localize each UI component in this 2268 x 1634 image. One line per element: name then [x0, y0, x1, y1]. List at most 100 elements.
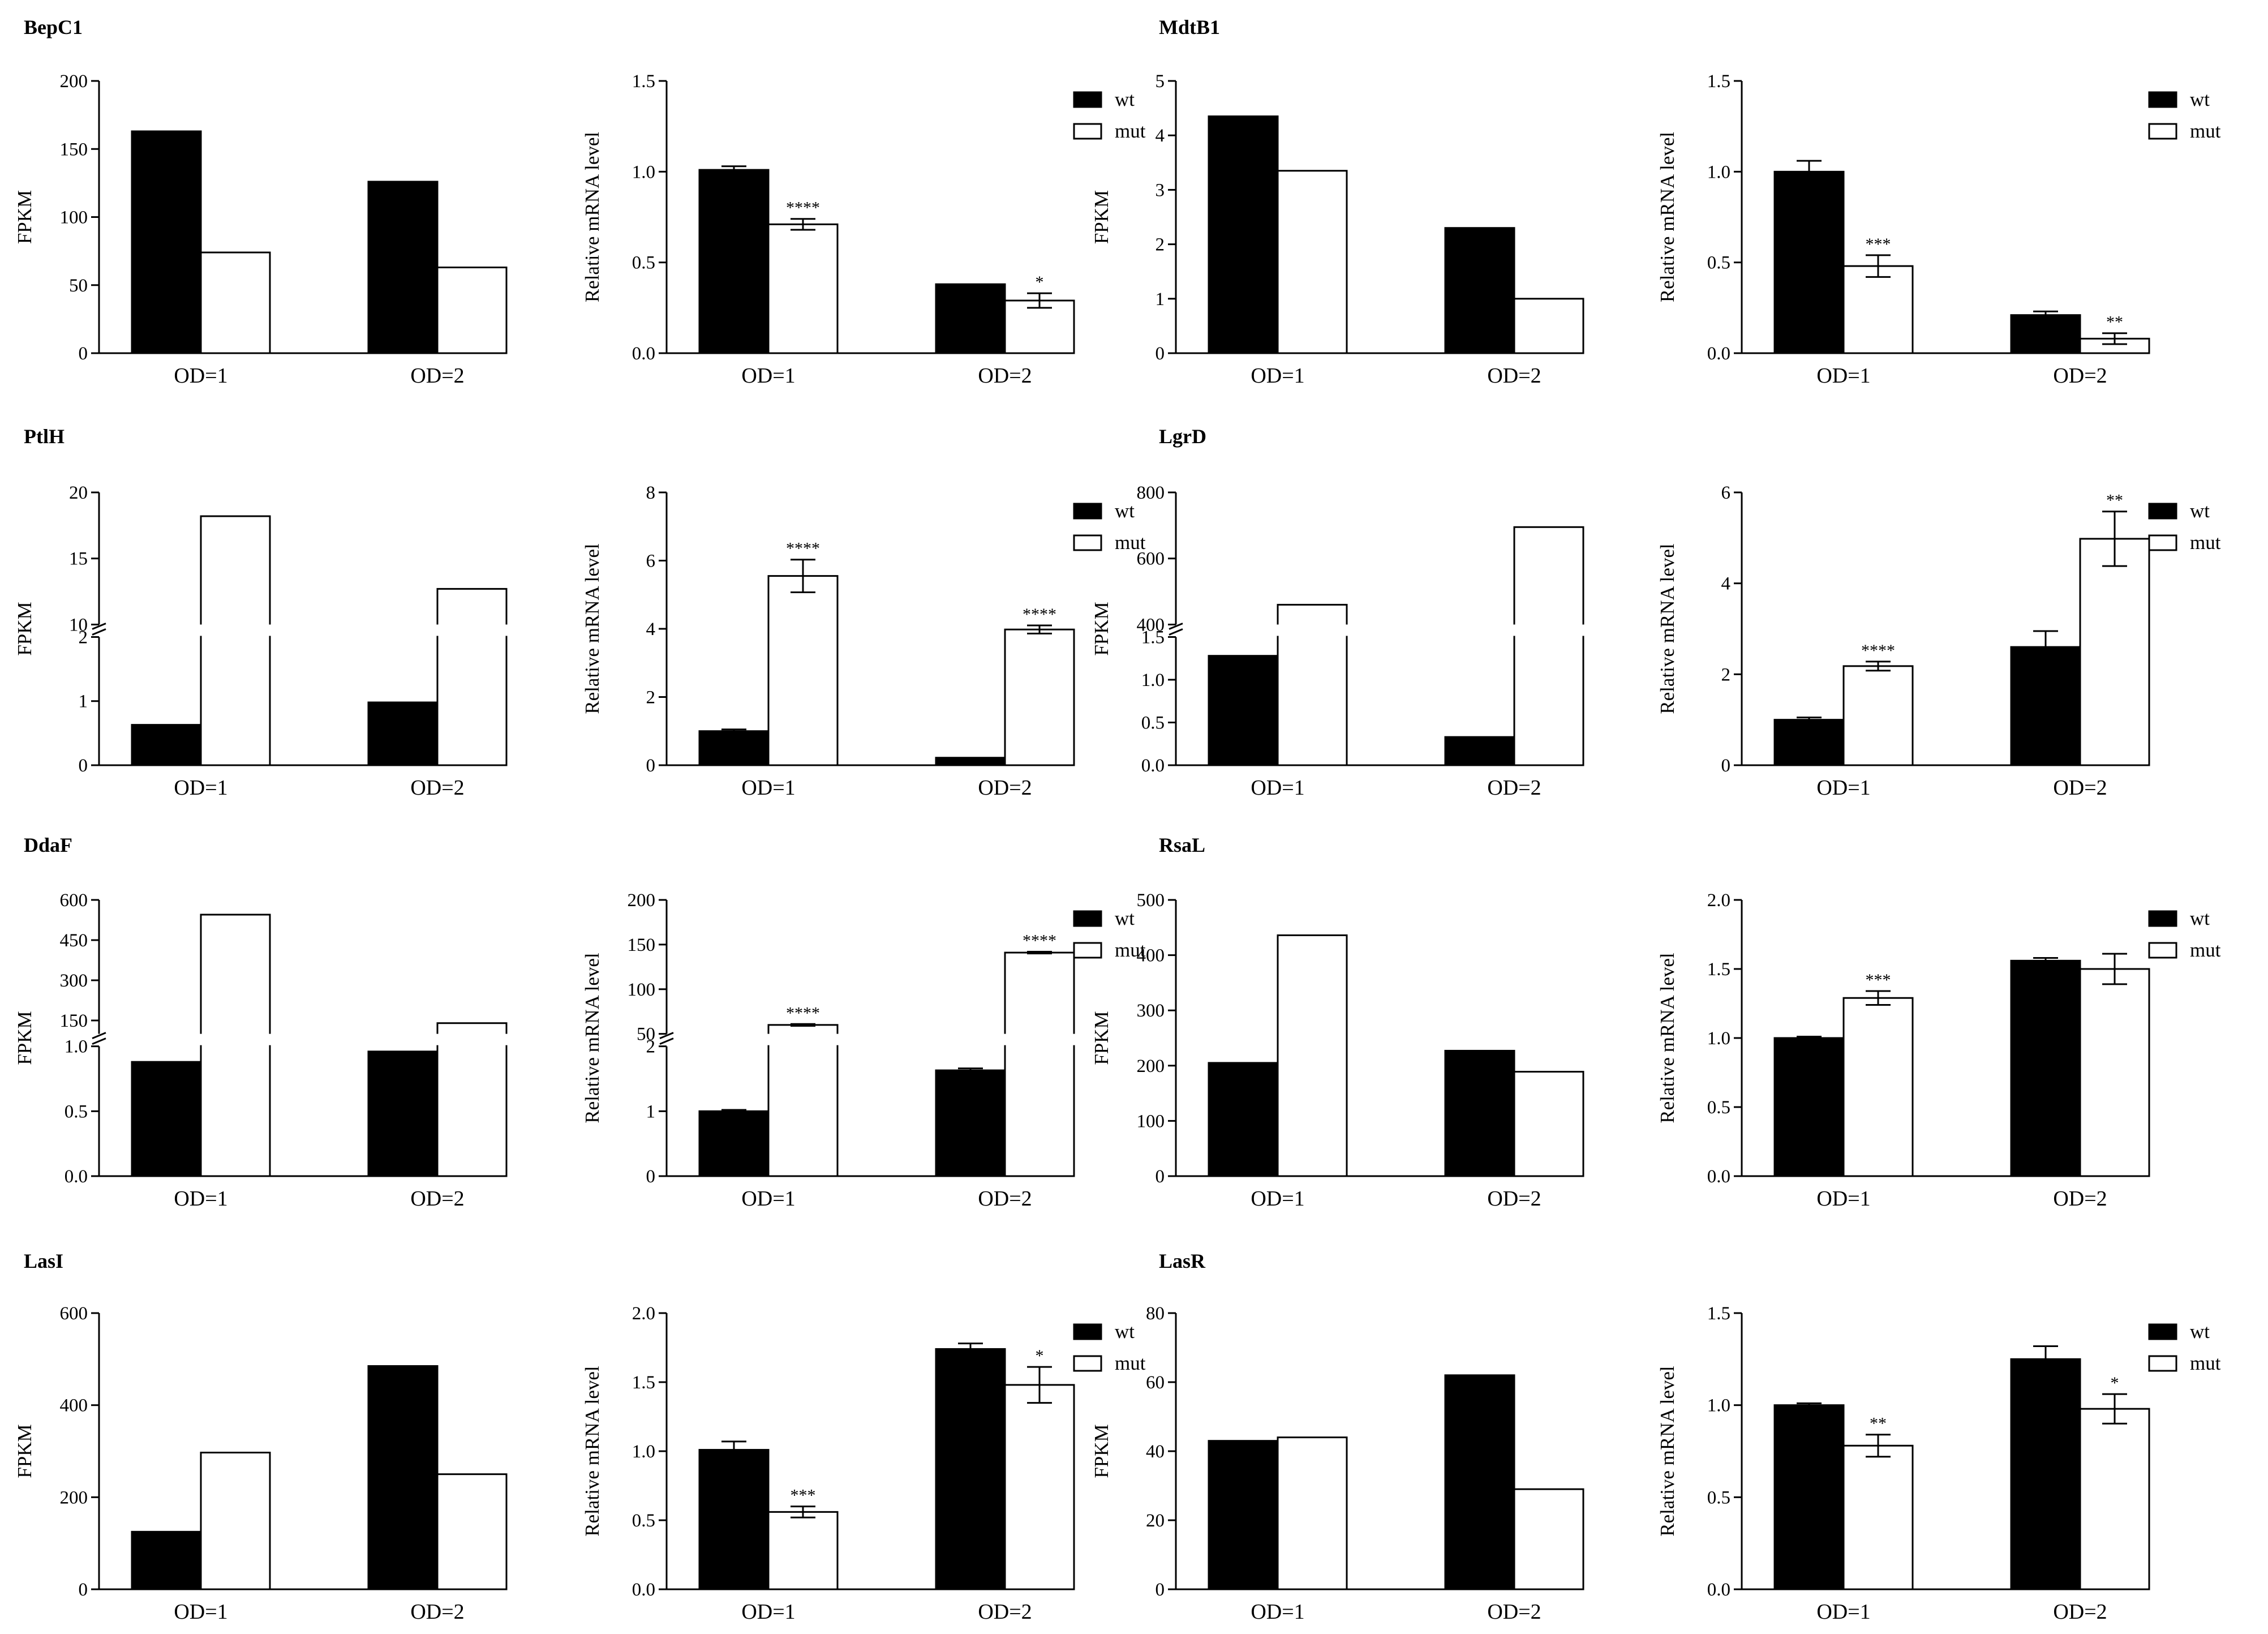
significance-label: * — [1036, 1346, 1044, 1365]
y-axis-label: FPKM — [14, 190, 36, 244]
bar-wt-OD2 — [2010, 646, 2081, 766]
legend-label-mut: mut — [1115, 939, 1146, 961]
y-tick-label: 0.5 — [1707, 253, 1730, 273]
x-tick-label: OD=1 — [741, 364, 795, 388]
y-tick-label: 1.0 — [65, 1037, 88, 1057]
significance-label: **** — [1861, 641, 1895, 660]
x-tick-label: OD=1 — [174, 364, 227, 388]
y-axis-label: FPKM — [1090, 602, 1112, 655]
y-axis-label: FPKM — [14, 1011, 36, 1065]
x-tick-label: OD=2 — [2053, 776, 2107, 800]
significance-label: *** — [791, 1486, 816, 1505]
chart-lasi-qpcr: 0.0 0.5 1.0 1.5 2.0 Relative mRNA level *** OD=… — [581, 1303, 1146, 1624]
gene-title: RsaL — [1159, 834, 1205, 856]
chart-lasr-qpcr: 0.0 0.5 1.0 1.5 Relative mRNA level ** OD=1 * OD… — [1656, 1303, 2221, 1624]
legend-label-wt: wt — [1115, 500, 1135, 522]
bar-wt-OD2 — [2010, 314, 2081, 354]
y-tick-label: 0.0 — [1707, 1166, 1730, 1187]
axis-break-mark — [92, 1032, 106, 1040]
bar-mut-OD1 — [1277, 934, 1348, 1177]
legend-label-mut: mut — [1115, 1352, 1146, 1374]
y-tick-label: 400 — [1137, 946, 1165, 966]
legend-swatch-mut — [1073, 942, 1102, 959]
y-tick-label: 0.5 — [1707, 1097, 1730, 1118]
bar-mut-OD1 — [1277, 170, 1348, 354]
chart-bepc1-qpcr: 0.0 0.5 1.0 1.5 Relative mRNA level **** OD=1 *… — [581, 71, 1146, 388]
legend-swatch-wt — [1073, 503, 1102, 520]
x-tick-label: OD=2 — [1487, 1187, 1541, 1211]
bar-wt-OD1 — [131, 1061, 202, 1177]
y-axis-label: Relative mRNA level — [1656, 543, 1678, 714]
x-tick-label: OD=2 — [978, 1600, 1032, 1624]
y-tick-label: 0.5 — [1141, 713, 1165, 733]
significance-label: * — [1036, 273, 1044, 291]
chart-mdtb1-fpkm: 0 1 2 3 4 5 FPKM OD=1 OD=2 MdtB1 — [1090, 16, 1584, 388]
legend-swatch-mut — [2148, 942, 2177, 959]
y-tick-label: 0.5 — [632, 253, 655, 273]
y-tick-label: 200 — [60, 71, 88, 92]
y-tick-label: 1.5 — [632, 1373, 655, 1393]
bar-mut-OD2 — [1513, 298, 1584, 354]
y-tick-label: 0 — [79, 344, 88, 364]
y-tick-label: 5 — [1156, 71, 1165, 92]
legend-label-wt: wt — [1115, 1320, 1135, 1343]
legend-swatch-mut — [1073, 534, 1102, 551]
x-tick-label: OD=1 — [1816, 364, 1870, 388]
bar-wt-OD1 — [698, 730, 770, 766]
bar-break-gap — [766, 1033, 840, 1045]
y-tick-label: 100 — [628, 980, 656, 1000]
y-axis-label: Relative mRNA level — [1656, 1366, 1678, 1537]
bar-mut-OD2 — [1004, 628, 1075, 766]
x-tick-label: OD=1 — [741, 1600, 795, 1624]
significance-label: *** — [1866, 971, 1891, 989]
x-tick-label: OD=2 — [2053, 364, 2107, 388]
bar-wt-OD2 — [1444, 736, 1515, 766]
bar-break-gap — [1275, 624, 1349, 636]
axis-break-mark — [92, 1037, 106, 1045]
y-tick-label: 200 — [628, 890, 656, 911]
chart-rsal-fpkm: 0 100 200 300 400 500 FPKM OD=1 OD=2 RsaL — [1090, 834, 1584, 1211]
y-tick-label: 1.0 — [1707, 162, 1730, 182]
y-axis-label: FPKM — [1090, 190, 1112, 244]
y-tick-label: 0.0 — [1707, 1580, 1730, 1600]
x-tick-label: OD=2 — [410, 1187, 464, 1211]
chart-ptlh-fpkm: 0 1 210 15 20 FPKM OD=1 OD=2 PtlH — [14, 425, 509, 800]
legend-swatch-mut — [2148, 1355, 2177, 1372]
y-tick-label: 150 — [628, 935, 656, 955]
chart-lasr-fpkm: 0 20 40 60 80 FPKM OD=1 OD=2 LasR — [1090, 1250, 1584, 1624]
y-axis-label: Relative mRNA level — [581, 543, 603, 714]
significance-label: ** — [2106, 313, 2123, 332]
chart-lasi-fpkm: 0 200 400 600 FPKM OD=1 OD=2 LasI — [14, 1250, 508, 1624]
y-tick-label: 0.5 — [1707, 1487, 1730, 1508]
bar-break-gap — [1003, 1033, 1076, 1045]
bar-wt-OD1 — [1208, 1062, 1279, 1177]
bar-wt-OD2 — [935, 757, 1006, 766]
significance-label: **** — [1023, 932, 1056, 950]
y-tick-label: 400 — [60, 1396, 88, 1416]
y-tick-label: 0.0 — [632, 344, 655, 364]
y-tick-label: 1 — [1156, 289, 1165, 310]
y-tick-label: 1 — [79, 692, 88, 712]
legend-swatch-wt — [2148, 910, 2177, 927]
bar-mut-OD1 — [767, 1024, 839, 1177]
chart-ddaf-fpkm: 0.0 0.5 1.0 150 300 450 600 FPKM OD=1 OD=2 DdaF — [14, 834, 509, 1211]
axis-break-mark — [1169, 623, 1183, 630]
y-tick-label: 1.0 — [1141, 670, 1165, 691]
y-tick-label: 0.0 — [632, 1580, 655, 1600]
bar-mut-OD1 — [767, 1511, 839, 1590]
y-tick-label: 150 — [60, 139, 88, 160]
y-tick-label: 1.0 — [632, 1442, 655, 1462]
gene-title: LasR — [1159, 1250, 1206, 1272]
bar-wt-OD1 — [131, 724, 202, 766]
bar-mut-OD2 — [2079, 1408, 2150, 1590]
y-tick-label: 1.5 — [1707, 71, 1730, 92]
gene-title: LgrD — [1159, 425, 1206, 448]
bar-wt-OD2 — [1444, 1049, 1515, 1177]
x-tick-label: OD=1 — [1251, 1600, 1304, 1624]
bar-break-gap — [199, 624, 272, 636]
y-tick-label: 450 — [60, 930, 88, 951]
bar-mut-OD1 — [1842, 265, 1914, 354]
y-tick-label: 0.0 — [1707, 344, 1730, 364]
legend-swatch-wt — [2148, 1323, 2177, 1340]
y-tick-label: 8 — [646, 483, 656, 503]
